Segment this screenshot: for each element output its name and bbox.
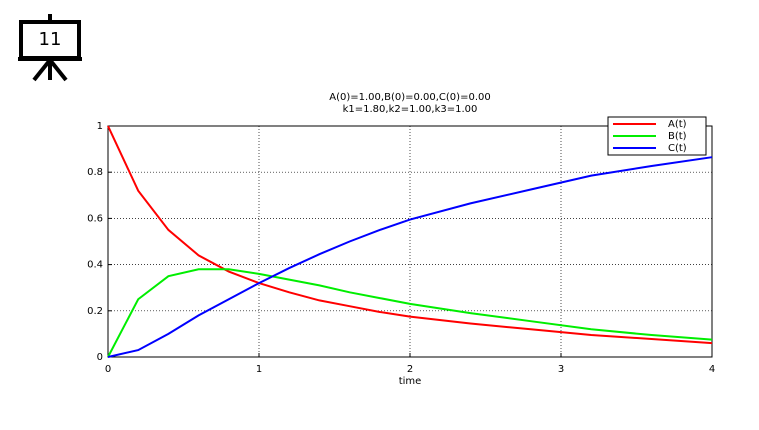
data-line xyxy=(107,156,713,358)
y-tick-label: 0 xyxy=(97,352,103,363)
x-axis-label: time xyxy=(399,376,422,387)
x-tick-label: 4 xyxy=(709,364,715,375)
legend-label: C(t) xyxy=(668,143,687,154)
legend: A(t)B(t)C(t) xyxy=(607,116,707,156)
legend-label: B(t) xyxy=(668,131,687,142)
chart-subtitle: k1=1.80,k2=1.00,k3=1.00 xyxy=(343,104,478,115)
x-tick-label: 1 xyxy=(256,364,262,375)
x-tick-label: 2 xyxy=(407,364,413,375)
y-tick-label: 1 xyxy=(97,121,103,132)
slide-number: 11 xyxy=(39,29,62,50)
chart-title: A(0)=1.00,B(0)=0.00,C(0)=0.00 xyxy=(329,92,490,103)
data-line xyxy=(107,125,713,345)
x-tick-label: 0 xyxy=(105,364,111,375)
data-line xyxy=(107,268,713,358)
plot-area xyxy=(107,125,713,358)
y-tick-label: 0.8 xyxy=(87,167,103,178)
y-tick-label: 0.4 xyxy=(87,260,103,271)
y-tick-label: 0.2 xyxy=(87,306,103,317)
x-tick-label: 3 xyxy=(558,364,564,375)
legend-label: A(t) xyxy=(668,119,687,130)
y-tick-label: 0.6 xyxy=(87,213,103,224)
slide-icon: 11 xyxy=(18,14,82,82)
